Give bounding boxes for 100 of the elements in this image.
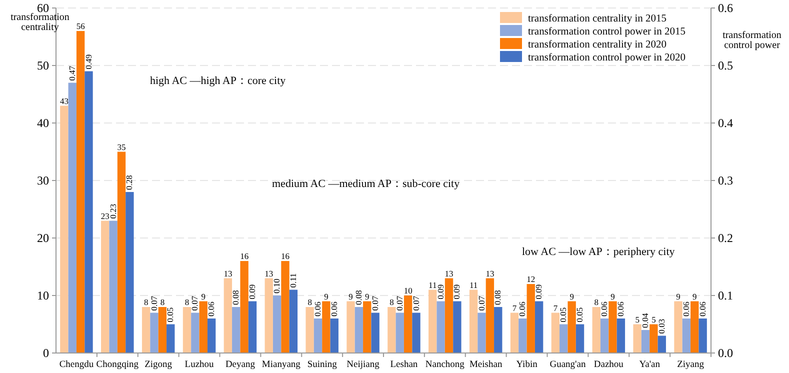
data-label: 0.06 bbox=[697, 302, 708, 316]
data-label: 8 bbox=[144, 297, 148, 307]
data-label: 8 bbox=[594, 297, 598, 307]
data-label: 0.05 bbox=[558, 307, 568, 322]
data-label: 0.06 bbox=[599, 302, 610, 316]
data-label: 9 bbox=[365, 291, 370, 302]
data-label: 0.07 bbox=[394, 296, 404, 311]
y-tick-label: 50 bbox=[37, 58, 49, 72]
data-label: 9 bbox=[570, 291, 574, 302]
data-label: 7 bbox=[512, 302, 517, 313]
y-tick-label: 0 bbox=[43, 346, 49, 360]
data-label: 0.09 bbox=[452, 284, 462, 300]
y2-tick-label: 0.1 bbox=[718, 288, 733, 302]
data-label: 13 bbox=[444, 268, 454, 278]
data-label: 13 bbox=[486, 268, 494, 278]
y-tick-label: 20 bbox=[37, 231, 49, 245]
x-tick-label: Neijiang bbox=[346, 360, 380, 370]
data-label: 43 bbox=[60, 96, 68, 106]
data-label: 0.05 bbox=[165, 307, 176, 322]
data-label: 0.28 bbox=[124, 175, 134, 190]
data-label: 0.10 bbox=[272, 278, 282, 294]
data-label: 56 bbox=[76, 21, 85, 31]
x-tick-label: Yibin bbox=[516, 360, 538, 370]
data-label: 12 bbox=[526, 274, 536, 284]
legend-label: transformation control power in 2020 bbox=[528, 52, 686, 64]
data-label: 9 bbox=[610, 291, 615, 302]
data-label: 0.09 bbox=[534, 284, 544, 300]
data-label: 0.07 bbox=[476, 296, 486, 311]
y2-tick-label: 0.3 bbox=[718, 174, 733, 188]
x-tick-label: Mianyang bbox=[262, 360, 301, 370]
data-label: 0.03 bbox=[656, 318, 666, 334]
y2-tick-label: 0.0 bbox=[718, 346, 733, 360]
data-label: 0.09 bbox=[247, 284, 257, 300]
y2-tick-label: 0.5 bbox=[718, 58, 733, 72]
data-label: 10 bbox=[404, 286, 412, 296]
y2-axis-title: transformation control power bbox=[722, 30, 782, 51]
x-tick-label: Meishan bbox=[469, 360, 502, 370]
data-label: 23 bbox=[100, 210, 110, 221]
data-label: 35 bbox=[117, 142, 126, 152]
data-label: 9 bbox=[201, 291, 206, 302]
data-label: 9 bbox=[324, 291, 328, 302]
data-label: 0.06 bbox=[680, 302, 691, 316]
x-tick-label: Guang'an bbox=[550, 360, 586, 370]
x-tick-label: Chongqing bbox=[96, 360, 139, 370]
x-tick-label: Luzhou bbox=[184, 360, 214, 370]
data-label: 0.06 bbox=[312, 302, 322, 316]
data-label: 9 bbox=[692, 291, 697, 302]
x-tick-label: Zigong bbox=[144, 360, 172, 370]
data-label: 13 bbox=[264, 268, 274, 278]
x-tick-label: Dazhou bbox=[594, 360, 624, 370]
data-label: 8 bbox=[184, 297, 190, 307]
data-label: 0.06 bbox=[615, 302, 626, 316]
y-axis-title: transformation centrality bbox=[10, 12, 70, 33]
data-label: 9 bbox=[676, 291, 680, 302]
data-label: 0.07 bbox=[370, 296, 380, 311]
data-label: 5 bbox=[652, 314, 656, 324]
annotation: low AC —low AP：periphery city bbox=[522, 246, 676, 258]
annotation: medium AC —medium AP：sub-core city bbox=[272, 178, 460, 190]
data-label: 16 bbox=[281, 251, 290, 261]
data-label: 0.05 bbox=[574, 307, 584, 322]
data-label: 0.23 bbox=[108, 204, 118, 219]
data-label: 16 bbox=[240, 251, 249, 261]
data-label: 13 bbox=[224, 268, 232, 278]
legend-label: transformation centrality in 2015 bbox=[528, 14, 667, 24]
data-label: 8 bbox=[390, 297, 394, 307]
data-label: 0.04 bbox=[640, 312, 650, 328]
data-label: 0.47 bbox=[66, 66, 77, 81]
y2-tick-label: 0.2 bbox=[718, 231, 733, 245]
x-tick-label: Deyang bbox=[225, 360, 256, 370]
data-label: 0.08 bbox=[230, 290, 241, 305]
data-label: 0.08 bbox=[492, 290, 503, 305]
data-label: 0.11 bbox=[288, 273, 298, 288]
data-label: 11 bbox=[428, 280, 437, 290]
y-tick-label: 60 bbox=[37, 1, 49, 15]
y2-tick-label: 0.6 bbox=[718, 1, 733, 15]
data-label: 0.07 bbox=[410, 296, 421, 311]
data-label: 9 bbox=[348, 291, 353, 302]
data-label: 11 bbox=[469, 280, 478, 290]
x-tick-label: Chengdu bbox=[59, 360, 94, 370]
x-tick-label: Ziyang bbox=[677, 360, 704, 370]
x-tick-label: Suining bbox=[307, 360, 338, 370]
data-label: 0.49 bbox=[83, 54, 94, 70]
data-label: 0.06 bbox=[517, 302, 528, 316]
annotation: high AC —high AP：core city bbox=[150, 75, 286, 87]
legend-label: transformation centrality in 2020 bbox=[528, 40, 667, 50]
y2-tick-label: 0.4 bbox=[718, 116, 733, 130]
data-label: 0.07 bbox=[190, 296, 200, 311]
y-tick-label: 10 bbox=[37, 288, 49, 302]
data-label: 8 bbox=[160, 297, 165, 307]
legend-label: transformation control power in 2015 bbox=[528, 26, 686, 38]
data-label: 8 bbox=[308, 297, 312, 307]
x-tick-label: Leshan bbox=[390, 360, 418, 370]
y-tick-label: 40 bbox=[37, 116, 49, 130]
x-tick-label: Nanchong bbox=[425, 360, 465, 370]
data-label: 0.09 bbox=[435, 284, 446, 300]
data-label: 0.07 bbox=[148, 296, 159, 311]
data-label: 0.06 bbox=[206, 302, 216, 316]
y-tick-label: 30 bbox=[37, 174, 49, 188]
data-label: 7 bbox=[553, 302, 558, 313]
data-label: 0.08 bbox=[353, 290, 364, 305]
